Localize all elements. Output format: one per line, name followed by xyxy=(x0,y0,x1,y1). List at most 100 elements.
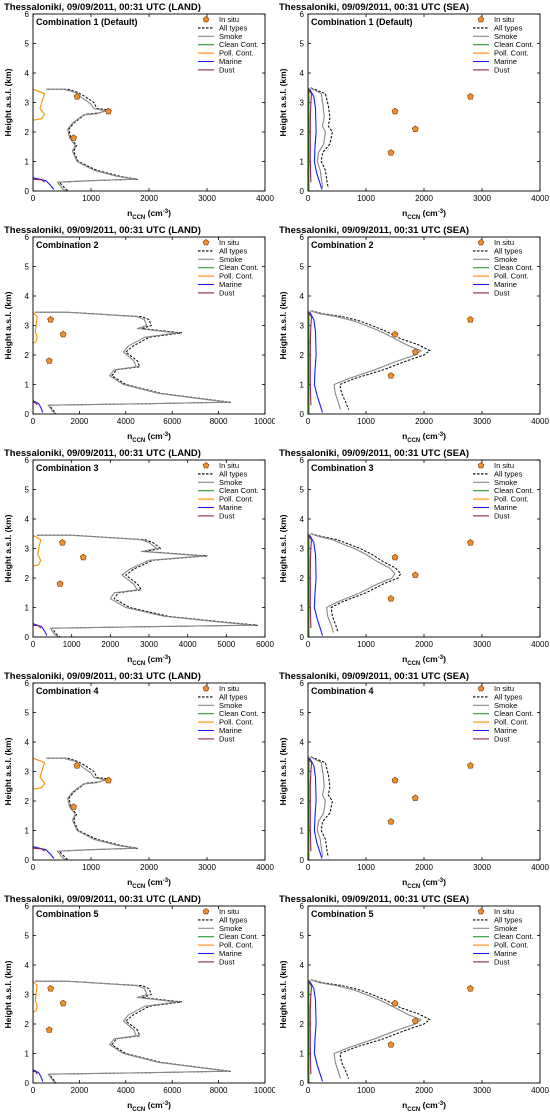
legend-label-poll: Poll. Cont. xyxy=(494,272,529,281)
legend-marker-in-situ xyxy=(202,16,210,23)
x-tick-label: 3000 xyxy=(473,194,491,203)
y-tick-label: 3 xyxy=(25,322,30,331)
legend-label-dust: Dust xyxy=(219,957,235,966)
chart-title: Thessaloniki, 09/09/2011, 00:31 UTC (SEA… xyxy=(279,2,469,13)
legend-label-clean: Clean Cont. xyxy=(494,486,534,495)
y-tick-label: 0 xyxy=(300,187,305,196)
x-tick-label: 3000 xyxy=(473,417,491,426)
x-axis-label: nCCN (cm-3) xyxy=(402,1100,446,1113)
x-axis-label: nCCN (cm-3) xyxy=(402,431,446,444)
in-situ-point xyxy=(105,776,112,784)
legend-label-smoke: Smoke xyxy=(494,255,517,264)
in-situ-point xyxy=(467,762,474,769)
in-situ-point xyxy=(391,107,399,115)
y-tick-label: 2 xyxy=(300,128,305,137)
chart-title: Thessaloniki, 09/09/2011, 00:31 UTC (SEA… xyxy=(279,894,469,905)
series-smoke xyxy=(45,88,136,191)
legend-label-dust: Dust xyxy=(219,65,235,74)
y-tick-label: 4 xyxy=(25,292,30,301)
legend-label-clean: Clean Cont. xyxy=(494,932,534,941)
x-tick-label: 10000 xyxy=(254,417,275,426)
legend-label-smoke: Smoke xyxy=(219,924,242,933)
x-tick-label: 0 xyxy=(306,863,311,872)
series-smoke xyxy=(36,534,254,637)
plot-frame xyxy=(307,459,541,638)
y-tick-label: 5 xyxy=(300,486,305,495)
y-tick-label: 3 xyxy=(25,545,30,554)
x-tick-label: 1000 xyxy=(357,417,375,426)
chart-title: Thessaloniki, 09/09/2011, 00:31 UTC (SEA… xyxy=(279,671,469,682)
combination-label: Combination 2 xyxy=(311,240,374,250)
chart-panel-5: Thessaloniki, 09/09/2011, 00:31 UTC (LAN… xyxy=(3,448,274,667)
x-tick-label: 0 xyxy=(31,417,36,426)
y-axis-label: Height a.s.l. (km) xyxy=(3,291,13,359)
plot-frame xyxy=(32,13,266,192)
series-dust xyxy=(308,534,313,629)
x-tick-label: 3000 xyxy=(473,1086,491,1095)
in-situ-point xyxy=(411,348,419,355)
y-axis-label: Height a.s.l. (km) xyxy=(278,291,288,359)
y-tick-label: 6 xyxy=(300,679,305,688)
series-all-types xyxy=(47,757,138,860)
y-tick-label: 3 xyxy=(25,768,30,777)
x-tick-label: 2000 xyxy=(415,417,433,426)
series-marine xyxy=(309,311,324,413)
series-dust xyxy=(33,1070,38,1075)
series-all-types xyxy=(310,756,333,858)
in-situ-point xyxy=(387,595,395,602)
legend-label-clean: Clean Cont. xyxy=(494,263,534,272)
series-smoke xyxy=(45,757,136,860)
x-tick-label: 0 xyxy=(306,417,311,426)
legend-label-marine: Marine xyxy=(219,949,242,958)
y-axis-label: Height a.s.l. (km) xyxy=(278,960,288,1028)
x-axis-label: nCCN (cm-3) xyxy=(127,1100,171,1113)
y-axis-label: Height a.s.l. (km) xyxy=(3,68,13,136)
legend-label-in-situ: In situ xyxy=(494,238,514,247)
x-tick-label: 0 xyxy=(31,194,36,203)
y-tick-label: 6 xyxy=(300,233,305,242)
x-tick-label: 4000 xyxy=(179,640,197,649)
series-dust xyxy=(33,178,45,183)
series-group xyxy=(33,534,258,637)
chart-panel-8: Thessaloniki, 09/09/2011, 00:31 UTC (SEA… xyxy=(278,671,549,890)
in-situ-point xyxy=(59,999,67,1007)
x-tick-label: 3000 xyxy=(473,863,491,872)
series-all-types xyxy=(47,88,138,191)
x-tick-label: 4000 xyxy=(531,863,549,872)
x-tick-label: 4000 xyxy=(117,1086,135,1095)
legend-label-poll: Poll. Cont. xyxy=(494,495,529,504)
series-group xyxy=(33,311,231,414)
series-marine xyxy=(33,400,44,413)
combination-label: Combination 4 xyxy=(36,686,99,696)
y-tick-label: 2 xyxy=(300,574,305,583)
legend-label-smoke: Smoke xyxy=(219,32,242,41)
legend-label-clean: Clean Cont. xyxy=(219,932,259,941)
x-tick-label: 1000 xyxy=(357,863,375,872)
in-situ-point xyxy=(391,776,399,784)
x-tick-label: 0 xyxy=(306,194,311,203)
y-tick-label: 4 xyxy=(300,961,305,970)
y-tick-label: 4 xyxy=(300,515,305,524)
series-smoke xyxy=(35,311,229,414)
x-tick-label: 0 xyxy=(306,1086,311,1095)
legend-label-in-situ: In situ xyxy=(219,238,239,247)
x-tick-label: 4000 xyxy=(117,417,135,426)
in-situ-point xyxy=(387,818,395,825)
chart-title: Thessaloniki, 09/09/2011, 00:31 UTC (SEA… xyxy=(279,448,469,459)
in-situ-point xyxy=(79,553,87,561)
legend-label-smoke: Smoke xyxy=(494,701,517,710)
series-group xyxy=(33,980,231,1083)
legend-label-in-situ: In situ xyxy=(219,15,239,24)
legend-label-dust: Dust xyxy=(494,734,510,743)
x-axis-label: nCCN (cm-3) xyxy=(127,208,171,221)
plot-frame xyxy=(32,459,266,638)
legend-marker-in-situ xyxy=(477,239,485,246)
in-situ-point xyxy=(47,316,55,323)
y-tick-label: 0 xyxy=(25,187,30,196)
in-situ-point xyxy=(467,93,474,100)
x-tick-label: 6000 xyxy=(163,1086,181,1095)
